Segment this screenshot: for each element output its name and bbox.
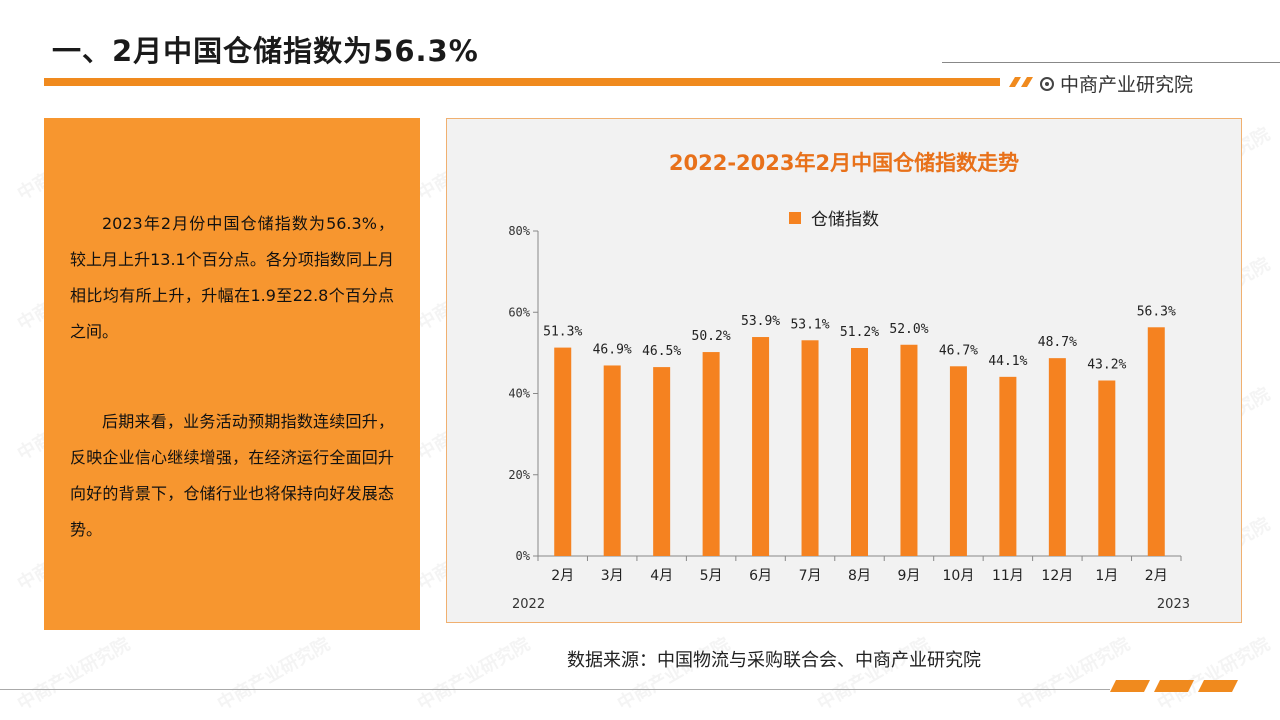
- data-label: 51.2%: [840, 325, 879, 340]
- x-tick-label: 10月: [943, 568, 975, 584]
- x-tick-label: 6月: [749, 568, 772, 584]
- bar: [900, 344, 918, 556]
- bar: [1147, 327, 1165, 556]
- year-label-end: 2023: [1157, 597, 1190, 612]
- y-tick-label: 60%: [508, 305, 530, 319]
- y-tick-label: 20%: [508, 468, 530, 482]
- watermark: 中商产业研究院: [813, 633, 934, 715]
- data-label: 46.7%: [939, 343, 978, 358]
- x-tick-label: 2月: [551, 568, 574, 584]
- x-tick-label: 5月: [700, 568, 723, 584]
- watermark: 中商产业研究院: [1153, 633, 1274, 715]
- data-label: 46.9%: [593, 342, 632, 357]
- data-label: 56.3%: [1137, 304, 1176, 319]
- data-label: 44.1%: [988, 354, 1027, 369]
- footer-line: [0, 689, 1110, 690]
- summary-paragraph-1: 2023年2月份中国仓储指数为56.3%，较上月上升13.1个百分点。各分项指数…: [70, 214, 394, 341]
- data-label: 43.2%: [1087, 358, 1126, 373]
- summary-panel: 2023年2月份中国仓储指数为56.3%，较上月上升13.1个百分点。各分项指数…: [44, 118, 420, 630]
- bar: [851, 348, 868, 556]
- footer-stripes: [1110, 680, 1238, 692]
- x-tick-label: 7月: [799, 568, 822, 584]
- data-label: 51.3%: [543, 325, 582, 340]
- x-tick-label: 1月: [1095, 568, 1118, 584]
- watermark: 中商产业研究院: [213, 633, 334, 715]
- header-stripes: [1009, 77, 1033, 87]
- x-tick-label: 4月: [650, 568, 673, 584]
- brand-logo: 中商产业研究院: [1040, 70, 1193, 97]
- chart-legend: 仓储指数: [789, 205, 879, 230]
- watermark: 中商产业研究院: [613, 633, 734, 715]
- data-label: 53.9%: [741, 314, 780, 329]
- data-label: 48.7%: [1038, 335, 1077, 350]
- x-tick-label: 11月: [992, 568, 1024, 584]
- bar: [1098, 380, 1116, 556]
- x-tick-label: 2月: [1145, 568, 1168, 584]
- bar: [752, 337, 770, 556]
- brand-mark-icon: [1040, 76, 1054, 91]
- chart-title: 2022-2023年2月中国仓储指数走势: [668, 151, 1020, 175]
- data-source: 数据来源：中国物流与采购联合会、中商产业研究院: [567, 650, 981, 671]
- y-tick-label: 40%: [508, 387, 530, 401]
- bar: [603, 365, 621, 556]
- header-divider: [942, 62, 1280, 63]
- data-label: 52.0%: [889, 322, 928, 337]
- legend-swatch: [789, 211, 801, 224]
- page-title: 一、2月中国仓储指数为56.3%: [52, 34, 479, 68]
- chart-panel: 2022-2023年2月中国仓储指数走势 仓储指数 0% 20% 40% 60% 80%…: [446, 118, 1242, 623]
- x-tick-label: 9月: [898, 568, 921, 584]
- x-tick-label: 3月: [601, 568, 624, 584]
- bar: [801, 340, 819, 556]
- x-tick-label: 8月: [848, 568, 871, 584]
- year-label-start: 2022: [512, 597, 545, 612]
- data-label: 50.2%: [692, 329, 731, 344]
- legend-label: 仓储指数: [811, 210, 879, 230]
- summary-paragraph-2: 后期来看，业务活动预期指数连续回升，反映企业信心继续增强，在经济运行全面回升向好…: [70, 412, 394, 539]
- bar: [554, 347, 572, 556]
- watermark: 中商产业研究院: [1013, 633, 1134, 715]
- watermark: 中商产业研究院: [413, 633, 534, 715]
- bar: [653, 367, 671, 556]
- bar: [702, 352, 720, 556]
- brand-name: 中商产业研究院: [1060, 74, 1194, 96]
- x-tick-label: 12月: [1041, 568, 1073, 584]
- y-tick-label: 80%: [508, 224, 530, 238]
- bar: [949, 366, 967, 556]
- title-underline: [44, 78, 1000, 86]
- bar: [1048, 358, 1066, 556]
- bar: [999, 376, 1017, 556]
- y-tick-label: 0%: [516, 549, 531, 563]
- bar-chart: 0% 20% 40% 60% 80% 51.3% 2月 46.9% 3月 46.5% 4月 50.2%…: [508, 224, 1190, 612]
- data-label: 46.5%: [642, 344, 681, 359]
- watermark: 中商产业研究院: [13, 633, 134, 715]
- data-label: 53.1%: [790, 317, 829, 332]
